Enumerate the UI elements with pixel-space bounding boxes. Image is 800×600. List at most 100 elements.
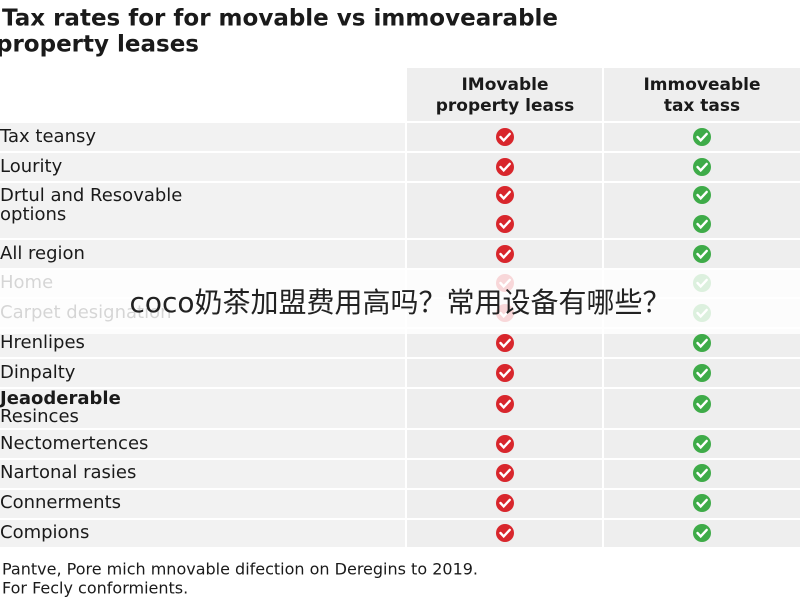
icon-circle — [693, 215, 711, 233]
row-label: Connerments — [0, 492, 121, 513]
check-icon — [693, 128, 711, 146]
icon-circle — [693, 435, 711, 453]
row-label-cell — [0, 183, 405, 238]
row-label-cell — [0, 359, 405, 387]
icon-circle — [693, 524, 711, 542]
icon-check — [499, 439, 511, 450]
icon-circle — [496, 435, 514, 453]
banner-text: coco奶茶加盟费用高吗？常用设备有哪些？ — [129, 286, 670, 319]
icon-circle — [496, 364, 514, 382]
icon-check — [499, 528, 511, 539]
table-body: Tax teansy Lourity Drtul and Resovableopti… — [0, 123, 800, 547]
header-cell — [604, 68, 800, 121]
check-icon — [496, 524, 514, 542]
icon-circle — [496, 464, 514, 482]
icon-check — [696, 219, 708, 230]
icon-circle — [496, 494, 514, 512]
row-label-cell — [0, 389, 405, 428]
icon-circle — [496, 245, 514, 263]
footer-line: Pantve, Pore mich mnovable difection on … — [2, 560, 478, 579]
icon-check — [696, 528, 708, 539]
icon-circle — [693, 364, 711, 382]
row-label-cell — [0, 520, 405, 547]
column-header: IMovable — [461, 75, 548, 95]
row-label-cell — [0, 123, 405, 151]
row-label: Nartonal rasies — [0, 462, 136, 483]
icon-check — [696, 132, 708, 143]
icon-check — [696, 338, 708, 349]
check-icon — [496, 364, 514, 382]
icon-circle — [693, 158, 711, 176]
check-icon — [693, 435, 711, 453]
row-label-cell — [0, 490, 405, 518]
check-icon — [496, 395, 514, 413]
row-label-cell — [0, 460, 405, 488]
icon-check — [499, 132, 511, 143]
column-header: Immoveable — [643, 75, 760, 95]
check-icon — [496, 334, 514, 352]
footer-line: For Fecly conformients. — [2, 579, 188, 598]
icon-check — [696, 468, 708, 479]
row-label-cell — [0, 430, 405, 458]
icon-check — [499, 498, 511, 509]
row-label: Dinpalty — [0, 362, 76, 383]
icon-circle — [693, 128, 711, 146]
icon-check — [499, 249, 511, 260]
check-icon — [693, 334, 711, 352]
banner-band — [0, 268, 800, 334]
icon-check — [499, 368, 511, 379]
icon-circle — [693, 395, 711, 413]
row-label: All region — [0, 243, 85, 264]
row-label: Hrenlipes — [0, 332, 85, 353]
icon-check — [499, 338, 511, 349]
check-icon — [693, 215, 711, 233]
check-icon — [496, 494, 514, 512]
column-header: tax tass — [664, 96, 740, 116]
icon-circle — [496, 158, 514, 176]
icon-check — [696, 368, 708, 379]
icon-check — [499, 219, 511, 230]
icon-circle — [693, 334, 711, 352]
check-icon — [496, 435, 514, 453]
icon-circle — [693, 245, 711, 263]
row-label: Tax teansy — [0, 126, 96, 147]
check-icon — [693, 494, 711, 512]
check-icon — [693, 158, 711, 176]
icon-circle — [496, 215, 514, 233]
check-icon — [496, 186, 514, 204]
icon-circle — [693, 186, 711, 204]
row-label: Jeaoderable — [0, 388, 121, 409]
icon-check — [499, 468, 511, 479]
check-icon — [496, 128, 514, 146]
check-icon — [496, 158, 514, 176]
check-icon — [693, 364, 711, 382]
icon-check — [696, 162, 708, 173]
check-icon — [496, 245, 514, 263]
title-line: property leases — [0, 32, 199, 58]
check-icon — [693, 464, 711, 482]
row-label: Compions — [0, 522, 89, 543]
icon-circle — [496, 395, 514, 413]
check-icon — [496, 464, 514, 482]
icon-circle — [693, 494, 711, 512]
icon-check — [696, 498, 708, 509]
icon-check — [696, 190, 708, 201]
header-cell — [407, 68, 602, 121]
row-label: Resinces — [0, 406, 79, 427]
icon-check — [499, 190, 511, 201]
icon-check — [696, 249, 708, 260]
row-label: Drtul and Resovable — [0, 185, 182, 206]
row-label-cell — [0, 153, 405, 181]
check-icon — [693, 186, 711, 204]
check-icon — [693, 524, 711, 542]
icon-check — [696, 439, 708, 450]
icon-check — [696, 399, 708, 410]
icon-circle — [496, 524, 514, 542]
row-label: Lourity — [0, 156, 63, 177]
row-label: options — [0, 204, 66, 225]
row-label: Nectomertences — [0, 433, 148, 454]
check-icon — [693, 395, 711, 413]
icon-check — [499, 162, 511, 173]
icon-circle — [496, 186, 514, 204]
